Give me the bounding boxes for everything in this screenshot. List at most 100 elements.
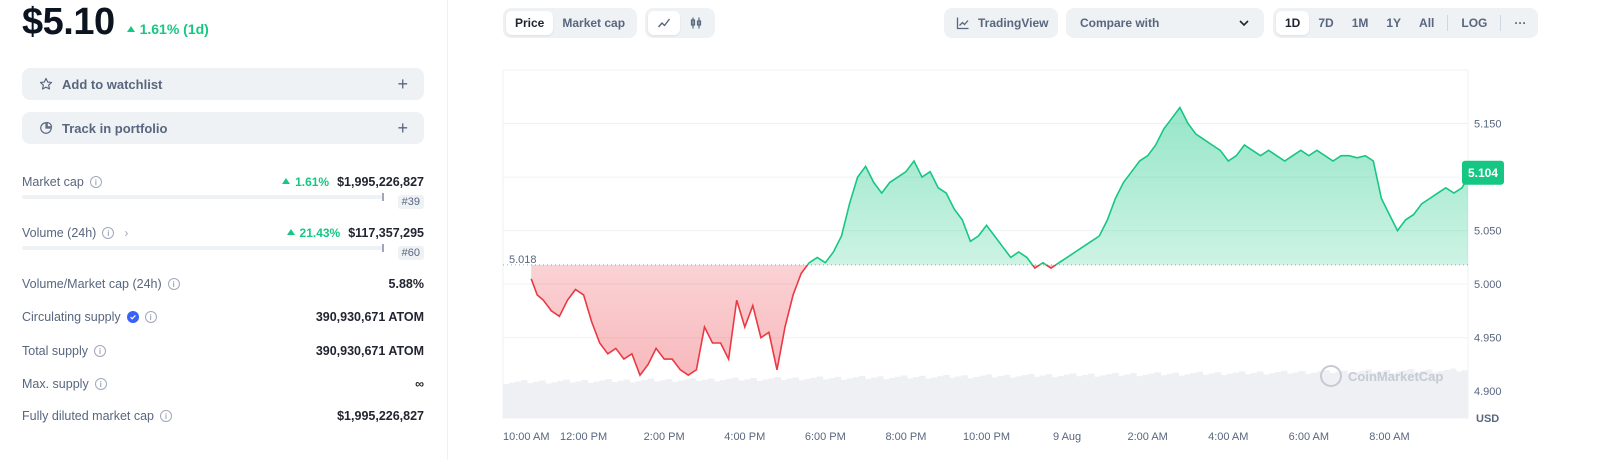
y-tick-label: 5.050 xyxy=(1474,226,1502,238)
volume-bar xyxy=(858,375,866,418)
market-cap-rank: #39 xyxy=(397,195,424,209)
volume-bar xyxy=(683,379,691,418)
x-axis: 10:00 AM 12:00 PM 2:00 PM 4:00 PM 6:00 PM 8:0… xyxy=(503,431,1410,443)
volume-bar xyxy=(780,379,787,418)
fdmc-value: $1,995,226,827 xyxy=(337,409,424,423)
volume-bar xyxy=(864,378,872,418)
volume-market-cap-stat: Volume/Market cap (24h) i 5.88% xyxy=(22,275,424,293)
x-tick-label: 4:00 PM xyxy=(724,431,765,443)
tab-price[interactable]: Price xyxy=(506,11,554,35)
x-tick-label: 6:00 AM xyxy=(1289,431,1329,443)
volume-bar xyxy=(1057,375,1065,418)
info-icon[interactable]: i xyxy=(94,345,107,357)
info-icon[interactable]: i xyxy=(144,311,157,323)
watermark-text: CoinMarketCap xyxy=(1348,369,1443,384)
chevron-right-icon[interactable]: › xyxy=(124,226,129,240)
volume-bar xyxy=(1039,375,1047,418)
volume-bar xyxy=(575,381,582,418)
volume-bar xyxy=(653,381,661,418)
candlestick-chart-button[interactable] xyxy=(680,11,712,35)
log-scale-toggle[interactable]: LOG xyxy=(1461,16,1488,30)
volume-bar xyxy=(931,377,938,418)
volume-bar xyxy=(798,380,806,418)
volume-bar xyxy=(569,382,576,418)
volume-bar xyxy=(1136,376,1143,418)
volume-bar xyxy=(702,379,709,418)
volume-bar xyxy=(1082,375,1089,418)
tradingview-button[interactable]: TradingView xyxy=(944,8,1058,38)
current-price-label: 5.104 xyxy=(1468,166,1498,180)
range-1y[interactable]: 1Y xyxy=(1386,16,1402,30)
volume-bar xyxy=(1190,373,1198,418)
volume-bar xyxy=(1232,372,1240,418)
volume-bar xyxy=(907,378,914,418)
volume-bar xyxy=(641,379,649,418)
volume-bar xyxy=(919,375,926,418)
volume-bar xyxy=(979,375,986,418)
volume-bar xyxy=(744,379,751,418)
info-icon[interactable]: i xyxy=(89,176,102,188)
y-axis-unit-label: USD xyxy=(1476,413,1499,425)
range-1m[interactable]: 1M xyxy=(1351,16,1369,30)
volume-bar xyxy=(1335,371,1342,418)
x-tick-label: 10:00 AM xyxy=(503,431,549,443)
volume-bar xyxy=(1305,374,1312,418)
volume-bar xyxy=(925,378,932,418)
volume-bar xyxy=(1244,374,1252,418)
volume-bar xyxy=(997,376,1005,418)
compare-with-select[interactable]: Compare with xyxy=(1066,8,1264,38)
range-1d[interactable]: 1D xyxy=(1276,11,1310,35)
chart-lines xyxy=(530,105,1469,377)
volume-bar xyxy=(1142,374,1149,418)
volume-bar xyxy=(738,380,745,418)
info-icon[interactable]: i xyxy=(102,227,115,239)
volume-bar xyxy=(1341,370,1348,418)
volume-bar xyxy=(1353,372,1360,418)
add-to-watchlist-button[interactable]: Add to watchlist + xyxy=(22,68,424,100)
price-header: $5.10 1.61% (1d) xyxy=(22,0,209,44)
chart-areas xyxy=(531,107,1468,376)
volume-bar xyxy=(617,380,625,418)
volume-bar xyxy=(762,379,769,418)
range-all[interactable]: All xyxy=(1419,16,1435,30)
y-tick-label: 5.150 xyxy=(1474,119,1502,131)
area-below-baseline xyxy=(531,264,1056,376)
volume-bar xyxy=(539,380,546,418)
tab-market-cap[interactable]: Market cap xyxy=(562,16,626,30)
chart-type-tabs xyxy=(645,8,715,38)
volume-bar xyxy=(1094,376,1101,418)
volume-bar xyxy=(503,384,510,418)
volume-bar xyxy=(533,381,540,418)
volume-bar xyxy=(545,383,552,418)
more-options-button[interactable]: ··· xyxy=(1514,16,1527,30)
range-7d[interactable]: 7D xyxy=(1318,16,1334,30)
info-icon[interactable]: i xyxy=(167,278,180,290)
volume-bar xyxy=(768,378,775,418)
volume-bar xyxy=(804,379,812,418)
volume-bar xyxy=(1184,374,1192,418)
track-in-portfolio-button[interactable]: Track in portfolio + xyxy=(22,112,424,144)
volume-bar xyxy=(1431,372,1439,418)
volume-bar xyxy=(943,374,950,418)
volume-bar xyxy=(786,378,793,418)
volume-bar xyxy=(1063,374,1071,418)
volume-bar xyxy=(1069,373,1077,418)
volume-rank-bar xyxy=(22,244,384,252)
info-icon[interactable]: i xyxy=(94,378,107,390)
volume-bar xyxy=(635,381,643,418)
volume-bar xyxy=(937,376,944,418)
x-tick-label: 4:00 AM xyxy=(1208,431,1248,443)
volume-bar xyxy=(714,381,721,418)
volume-bar xyxy=(1281,370,1288,418)
y-tick-label: 5.000 xyxy=(1474,279,1502,291)
coinmarketcap-logo-icon xyxy=(1320,365,1342,387)
volume-bar xyxy=(1172,372,1179,418)
x-tick-label: 8:00 AM xyxy=(1369,431,1409,443)
volume-market-cap-label: Volume/Market cap (24h) xyxy=(22,277,162,291)
volume-bar xyxy=(882,379,890,418)
line-chart-button[interactable] xyxy=(648,11,680,35)
volume-bar xyxy=(527,383,534,418)
volume-bar xyxy=(1311,372,1318,418)
info-icon[interactable]: i xyxy=(160,410,173,422)
